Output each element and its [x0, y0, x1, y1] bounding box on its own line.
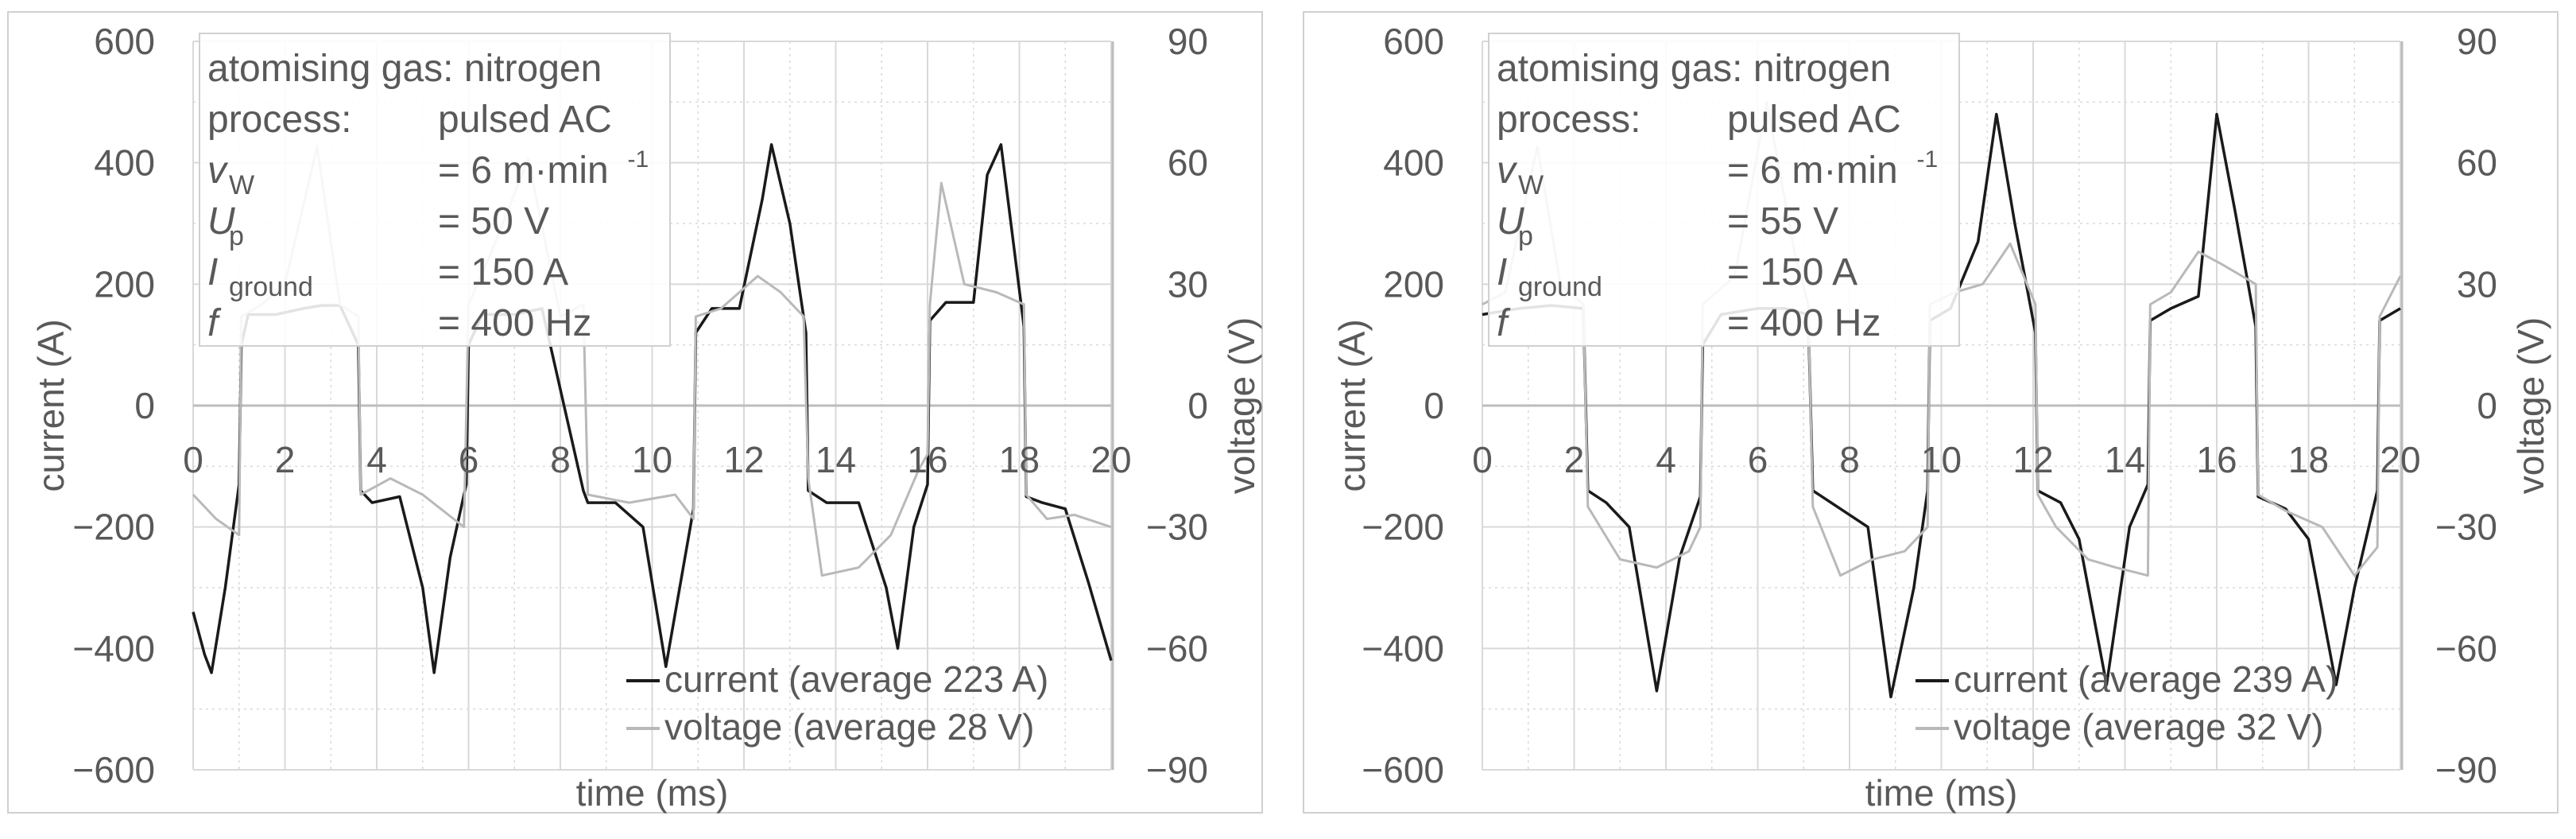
x-tick-label: 18	[999, 439, 1040, 480]
y-left-tick-label: −600	[1362, 749, 1444, 790]
info-box	[199, 33, 671, 347]
info-symbol: v	[1497, 150, 1518, 192]
info-value: = 55 V	[1727, 200, 1838, 243]
x-tick-label: 4	[1656, 439, 1676, 480]
y-left-tick-label: 0	[1424, 385, 1444, 426]
y-left-tick-label: 200	[1383, 263, 1444, 305]
info-value: = 6 m·min	[1727, 150, 1898, 192]
legend-label-voltage: voltage (average 32 V)	[1954, 706, 2323, 748]
info-superscript: -1	[628, 146, 649, 173]
info-subscript: p	[1518, 221, 1533, 251]
x-tick-label: 4	[366, 439, 387, 480]
info-subscript: ground	[229, 272, 313, 302]
y-left-tick-label: −200	[1362, 507, 1444, 548]
x-tick-label: 8	[1839, 439, 1860, 480]
info-symbol: process:	[1497, 99, 1641, 141]
x-tick-label: 18	[2288, 439, 2329, 480]
y-left-tick-label: −400	[1362, 627, 1444, 669]
y-right-tick-label: 60	[2457, 142, 2497, 184]
info-gas: atomising gas: nitrogen	[1497, 48, 1891, 90]
y-left-axis-title: current (A)	[1331, 319, 1373, 491]
info-box	[1488, 33, 1960, 347]
x-axis-title: time (ms)	[576, 772, 729, 814]
y-right-tick-label: 0	[2477, 385, 2497, 426]
y-left-tick-label: 400	[1383, 142, 1444, 184]
x-tick-label: 20	[1090, 439, 1131, 480]
info-symbol: process:	[207, 99, 351, 141]
info-value: = 150 A	[438, 251, 568, 293]
info-value: pulsed AC	[1727, 99, 1901, 141]
legend-label-current: current (average 223 A)	[664, 658, 1048, 700]
y-left-tick-label: 400	[94, 142, 155, 184]
y-right-axis-title: voltage (V)	[2510, 317, 2551, 494]
y-right-tick-label: −90	[1146, 749, 1208, 790]
x-tick-label: 20	[2380, 439, 2420, 480]
y-right-tick-label: −60	[2435, 627, 2497, 669]
info-value: = 150 A	[1727, 251, 1857, 293]
x-tick-label: 12	[2012, 439, 2053, 480]
y-right-tick-label: −60	[1146, 627, 1208, 669]
y-left-tick-label: −200	[72, 507, 155, 548]
y-right-tick-label: −30	[2435, 507, 2497, 548]
x-tick-label: 16	[2196, 439, 2237, 480]
legend-label-voltage: voltage (average 28 V)	[664, 706, 1034, 748]
x-tick-label: 14	[815, 439, 856, 480]
y-left-axis-title: current (A)	[30, 319, 72, 491]
y-left-tick-label: 0	[134, 385, 155, 426]
y-right-tick-label: 30	[2457, 263, 2497, 305]
info-subscript: W	[1518, 170, 1544, 200]
y-right-tick-label: −90	[2435, 749, 2497, 790]
info-value: = 50 V	[438, 200, 549, 243]
y-left-tick-label: 200	[94, 263, 155, 305]
info-symbol: v	[207, 150, 229, 192]
x-axis-title: time (ms)	[1865, 772, 2018, 814]
y-left-tick-label: −400	[72, 627, 155, 669]
x-tick-label: 6	[1748, 439, 1768, 480]
x-tick-label: 14	[2105, 439, 2145, 480]
x-tick-label: 0	[183, 439, 203, 480]
info-value: = 400 Hz	[438, 302, 591, 344]
y-right-tick-label: 30	[1168, 263, 1208, 305]
x-tick-label: 2	[275, 439, 296, 480]
y-right-tick-label: 90	[2457, 21, 2497, 62]
y-right-axis-title: voltage (V)	[1221, 317, 1262, 494]
x-tick-label: 12	[723, 439, 764, 480]
info-value: pulsed AC	[438, 99, 612, 141]
y-right-tick-label: 0	[1187, 385, 1208, 426]
info-superscript: -1	[1917, 146, 1939, 173]
info-subscript: ground	[1518, 272, 1602, 302]
info-symbol: I	[1497, 251, 1507, 293]
legend-label-current: current (average 239 A)	[1954, 658, 2338, 700]
info-value: = 6 m·min	[438, 150, 609, 192]
x-tick-label: 8	[550, 439, 571, 480]
x-tick-label: 6	[459, 439, 479, 480]
x-tick-label: 10	[1921, 439, 1962, 480]
y-left-tick-label: −600	[72, 749, 155, 790]
y-left-tick-label: 600	[1383, 21, 1444, 62]
info-symbol: I	[207, 251, 218, 293]
info-value: = 400 Hz	[1727, 302, 1881, 344]
info-subscript: p	[229, 221, 244, 251]
info-symbol: U	[1497, 200, 1524, 243]
info-gas: atomising gas: nitrogen	[207, 48, 602, 90]
x-tick-label: 2	[1564, 439, 1585, 480]
y-right-tick-label: 60	[1168, 142, 1208, 184]
y-left-tick-label: 600	[94, 21, 155, 62]
info-symbol: U	[207, 200, 235, 243]
y-right-tick-label: −30	[1146, 507, 1208, 548]
x-tick-label: 16	[907, 439, 947, 480]
x-tick-label: 0	[1472, 439, 1493, 480]
chart-panel-right: 600 400 200 0 −200 −400 −600 90 60 30 0 −30 −60 −90 0 2…	[1303, 11, 2559, 814]
y-right-tick-label: 90	[1168, 21, 1208, 62]
x-tick-label: 10	[632, 439, 672, 480]
info-subscript: W	[229, 170, 254, 200]
chart-panel-left: 600 400 200 0 −200 −400 −600 90 60 30 0 −30 −60 −90 0 2…	[7, 11, 1263, 814]
